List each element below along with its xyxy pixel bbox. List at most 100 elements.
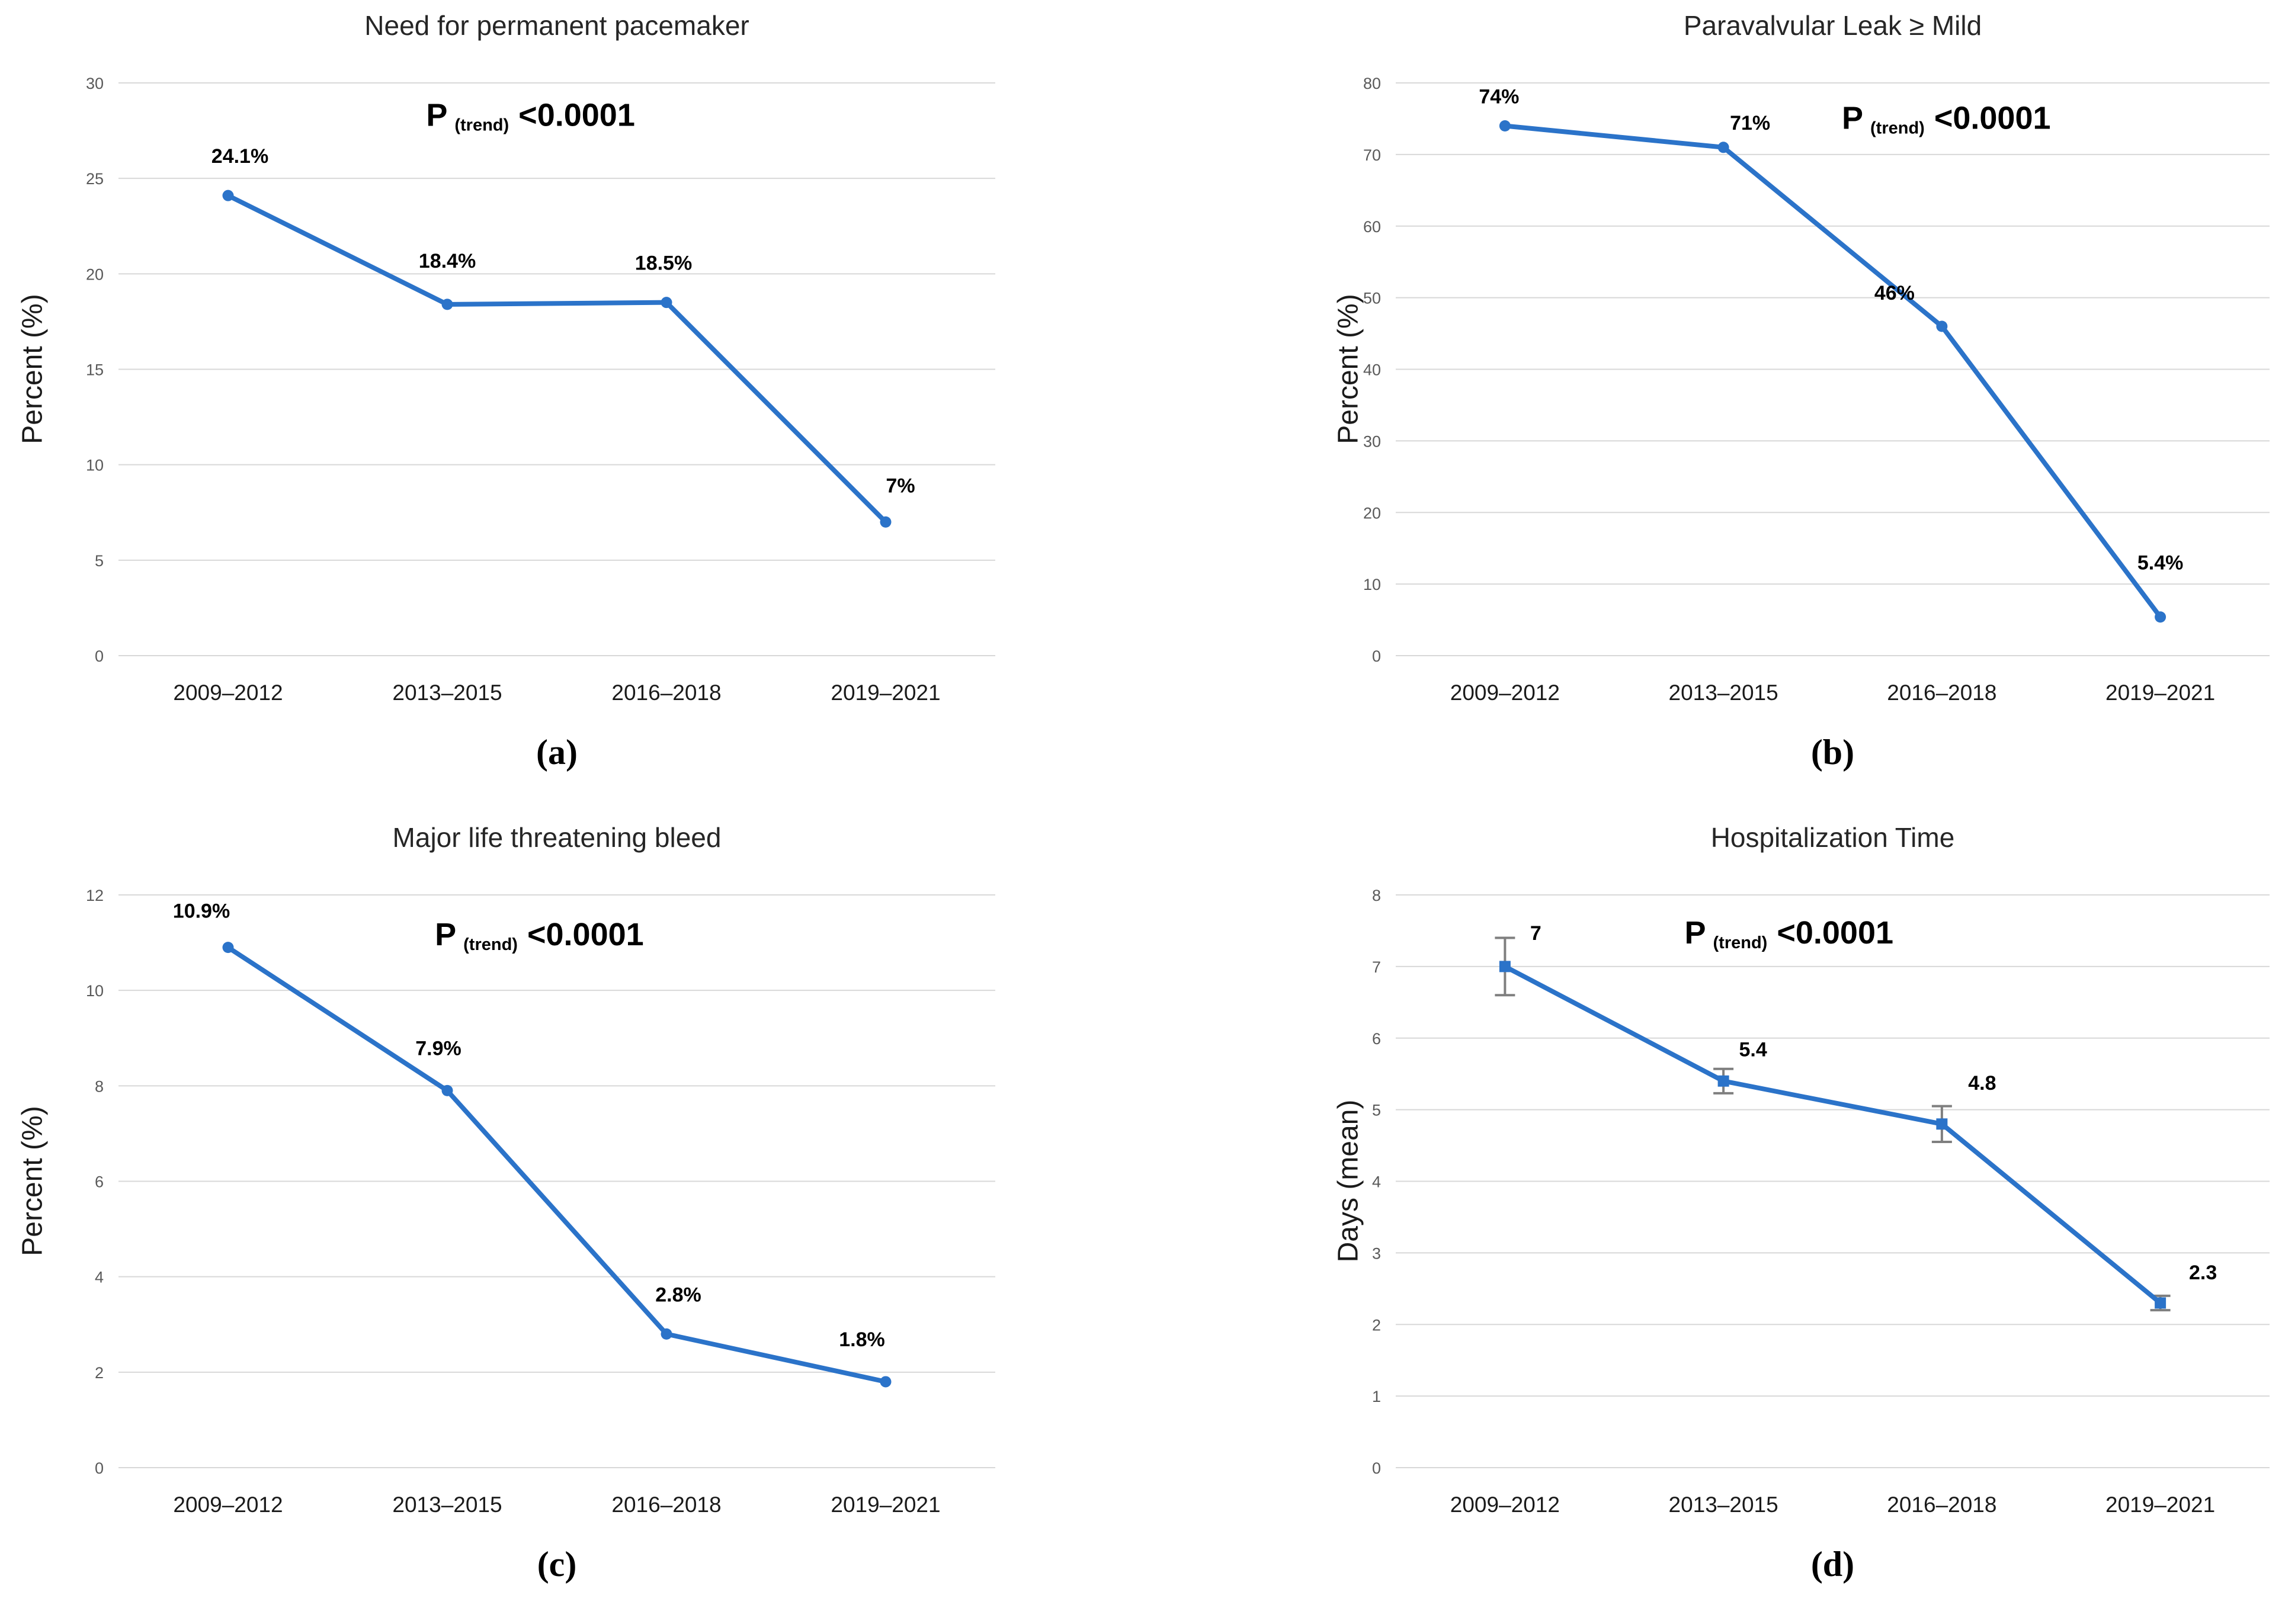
x-tick-label: 2013–2015 [1669, 681, 1778, 705]
p-trend-annotation: P (trend) <0.0001 [426, 98, 635, 135]
line-chart-paravalvular-leak: 0 10 20 30 40 50 60 70 80 2009–2012 2013–2015 2016–… [1363, 75, 2270, 705]
panel-caption: (d) [1810, 1545, 1855, 1584]
y-tick-label: 0 [1372, 1459, 1381, 1477]
chart-title: Major life threatening bleed [392, 822, 722, 853]
data-point-marker [1936, 1118, 1948, 1130]
y-tick-label: 10 [1363, 576, 1381, 593]
y-tick-label: 3 [1372, 1244, 1381, 1262]
data-point-label: 71% [1730, 112, 1770, 134]
data-point-marker [1499, 961, 1511, 973]
x-tick-label: 2009–2012 [173, 1493, 283, 1517]
data-point-label: 46% [1874, 282, 1915, 304]
p-trend-annotation: P (trend) <0.0001 [435, 917, 644, 954]
y-tick-label: 20 [86, 265, 104, 283]
x-tick-label: 2019–2021 [2105, 1493, 2215, 1517]
y-tick-label: 40 [1363, 361, 1381, 379]
y-tick-label: 10 [86, 457, 104, 474]
trend-line [226, 193, 888, 525]
panel-b: 0 10 20 30 40 50 60 70 80 2009–2012 2013–2015 2016–… [1141, 0, 2282, 812]
trend-line [1502, 123, 2163, 620]
data-point-label: 5.4% [2137, 552, 2184, 575]
y-axis-title: Percent (%) [1332, 294, 1364, 444]
data-point-marker [880, 516, 892, 528]
y-tick-label: 1 [1372, 1388, 1381, 1405]
y-tick-label: 2 [95, 1364, 104, 1382]
y-tick-label: 30 [1363, 432, 1381, 450]
y-tick-label: 0 [95, 647, 104, 665]
line-chart-bleed: 0 2 4 6 8 10 12 2009–2012 2013–2015 2016–2018 2019… [86, 887, 995, 1517]
panel-caption: (b) [1810, 733, 1855, 772]
y-tick-label: 80 [1363, 75, 1381, 92]
y-tick-label: 0 [95, 1459, 104, 1477]
y-tick-label: 5 [95, 552, 104, 570]
panel-caption: (c) [537, 1545, 577, 1584]
y-tick-label: 12 [86, 887, 104, 904]
x-tick-label: 2019–2021 [2105, 681, 2215, 705]
y-tick-label: 5 [1372, 1102, 1381, 1119]
data-point-marker [880, 1376, 892, 1388]
data-point-marker [222, 190, 234, 201]
data-point-label: 18.4% [419, 250, 476, 272]
y-tick-label: 25 [86, 170, 104, 188]
data-point-marker [1499, 120, 1511, 132]
y-tick-label: 8 [1372, 887, 1381, 904]
data-point-marker [2155, 1297, 2166, 1309]
panel-a: 0 5 10 15 20 25 30 2009–2012 2013–2015 2016–2018 2… [0, 0, 1141, 812]
x-tick-label: 2013–2015 [392, 681, 502, 705]
chart-title: Hospitalization Time [1710, 822, 1955, 853]
data-point-label: 7.9% [415, 1037, 461, 1060]
p-trend-annotation: P (trend) <0.0001 [1842, 100, 2051, 137]
y-tick-label: 7 [1372, 958, 1381, 976]
x-tick-label: 2019–2021 [831, 1493, 940, 1517]
y-tick-label: 70 [1363, 146, 1381, 164]
p-trend-annotation: P (trend) <0.0001 [1684, 915, 1893, 952]
x-tick-label: 2019–2021 [831, 681, 940, 705]
x-tick-label: 2009–2012 [1450, 1493, 1560, 1517]
y-axis-title: Percent (%) [17, 1106, 49, 1256]
data-point-marker [1717, 142, 1729, 153]
data-point-label: 5.4 [1739, 1038, 1767, 1061]
data-point-label: 18.5% [635, 252, 692, 275]
y-tick-label: 10 [86, 982, 104, 1000]
y-tick-label: 15 [86, 361, 104, 379]
y-tick-label: 4 [95, 1269, 104, 1286]
data-point-label: 74% [1479, 86, 1519, 108]
y-tick-label: 4 [1372, 1173, 1381, 1191]
y-tick-label: 50 [1363, 290, 1381, 307]
x-tick-label: 2016–2018 [1887, 681, 1996, 705]
panel-caption: (a) [536, 733, 578, 772]
data-point-label: 24.1% [211, 145, 268, 168]
y-tick-label: 30 [86, 75, 104, 92]
data-point-marker [441, 1084, 453, 1096]
y-tick-label: 0 [1372, 647, 1381, 665]
panel-d: 0 1 2 3 4 5 6 7 8 2009–2012 2013–2015 2016–2018 2019… [1141, 812, 2282, 1624]
data-point-marker [661, 1328, 672, 1340]
data-point-label: 7 [1530, 922, 1541, 945]
data-point-marker [441, 299, 453, 310]
data-point-marker [222, 942, 234, 954]
data-point-marker [1717, 1075, 1729, 1087]
data-point-label: 2.3 [2189, 1262, 2217, 1284]
data-point-label: 10.9% [173, 900, 230, 923]
y-tick-label: 6 [1372, 1030, 1381, 1048]
y-axis-title: Days (mean) [1332, 1099, 1364, 1263]
y-tick-label: 6 [95, 1173, 104, 1191]
data-point-label: 7% [886, 474, 915, 497]
y-tick-label: 20 [1363, 504, 1381, 522]
x-tick-label: 2009–2012 [1450, 681, 1560, 705]
x-tick-label: 2013–2015 [392, 1493, 502, 1517]
y-tick-label: 2 [1372, 1316, 1381, 1334]
data-point-marker [1936, 320, 1948, 332]
data-point-marker [2155, 611, 2166, 623]
data-point-label: 1.8% [839, 1328, 885, 1351]
x-tick-label: 2009–2012 [173, 681, 283, 705]
chart-title: Need for permanent pacemaker [364, 10, 749, 41]
trend-line [1502, 964, 2163, 1305]
trend-line [226, 945, 888, 1384]
line-chart-hospitalization: 0 1 2 3 4 5 6 7 8 2009–2012 2013–2015 2016–2018 2019… [1372, 887, 2270, 1517]
line-chart-pacemaker: 0 5 10 15 20 25 30 2009–2012 2013–2015 2016–2018 2… [86, 75, 995, 705]
data-point-label: 2.8% [655, 1283, 701, 1306]
panel-c: 0 2 4 6 8 10 12 2009–2012 2013–2015 2016–2018 2019… [0, 812, 1141, 1624]
chart-title: Paravalvular Leak ≥ Mild [1683, 10, 1982, 41]
